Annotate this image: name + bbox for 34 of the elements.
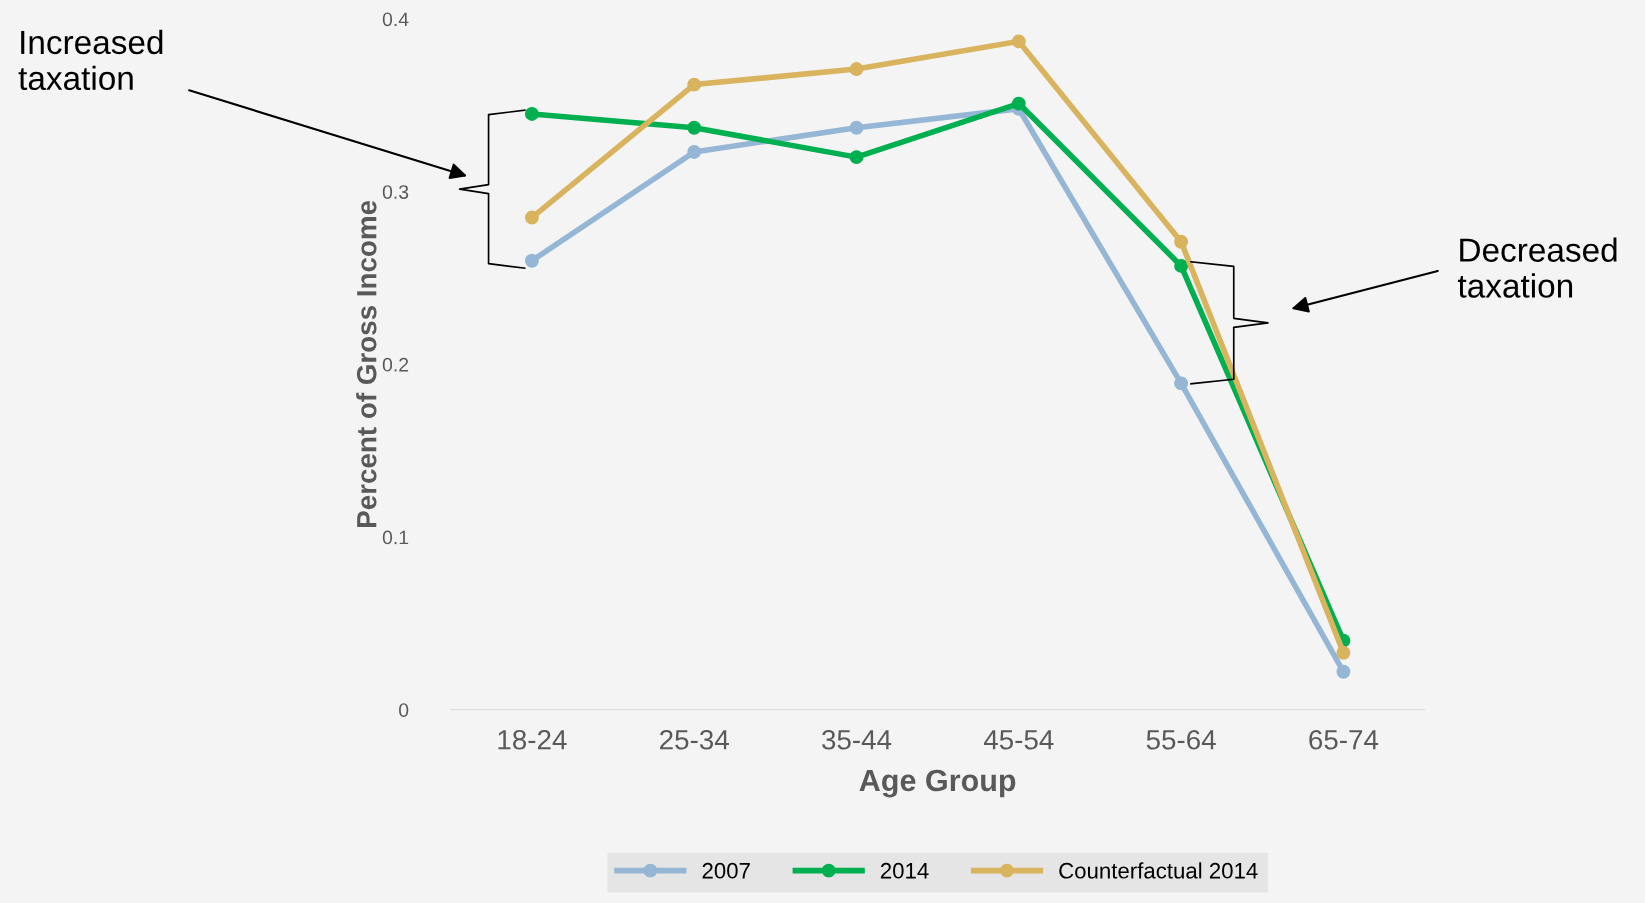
x-tick-label: 18-24 [498, 729, 567, 750]
point [524, 210, 539, 225]
point [1174, 234, 1189, 249]
x-tick-label: 35-44 [822, 729, 892, 750]
point [1174, 376, 1189, 391]
point [849, 62, 864, 76]
point [1011, 96, 1026, 111]
text: Increased taxation [18, 29, 163, 91]
y-tick-label: 0.1 [382, 530, 409, 545]
point [524, 107, 539, 121]
point [687, 77, 702, 92]
point [524, 253, 539, 268]
y-tick-label: 0.3 [382, 185, 409, 199]
y-tick-label: 0.4 [382, 12, 409, 27]
point [1174, 258, 1189, 273]
x-axis-title: Age Group [859, 769, 1016, 798]
point [1336, 645, 1351, 660]
legend-label: 2007 [702, 862, 750, 879]
legend-label: Counterfactual 2014 [1059, 862, 1258, 879]
point [1011, 34, 1026, 49]
point [687, 120, 702, 135]
y-tick-label: 0.2 [382, 357, 409, 372]
x-tick-label: 25-34 [660, 729, 729, 750]
point [849, 120, 864, 135]
text: Decreased taxation [1457, 237, 1617, 298]
y-axis-title: Percent of Gross Income [356, 200, 377, 527]
x-tick-label: 65-74 [1309, 729, 1379, 750]
x-tick-label: 45-54 [983, 730, 1054, 750]
y-tick-label: 0 [399, 703, 409, 717]
point [849, 150, 864, 165]
legend-label: 2014 [880, 862, 929, 879]
point [687, 144, 702, 159]
x-tick-label: 55-64 [1146, 729, 1216, 750]
point [1336, 664, 1351, 679]
